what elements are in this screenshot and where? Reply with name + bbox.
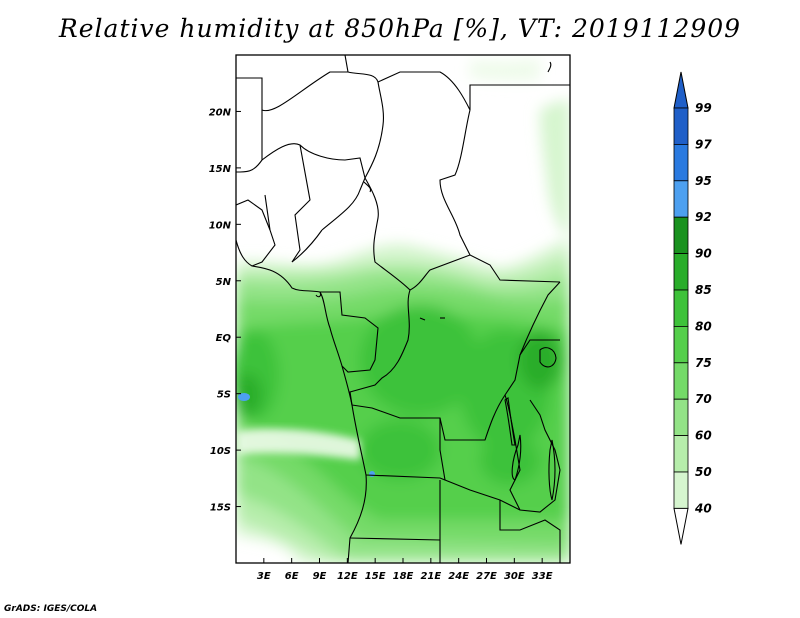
colorbar-label: 99 bbox=[695, 101, 712, 115]
x-tick-label: 21E bbox=[420, 571, 441, 582]
y-tick-label: 5S bbox=[217, 390, 231, 401]
colorbar-label: 50 bbox=[695, 465, 712, 479]
y-tick-label: 15S bbox=[210, 503, 231, 514]
colorbar-label: 85 bbox=[695, 283, 712, 297]
colorbar-label: 70 bbox=[695, 392, 712, 406]
colorbar: 40 50 60 70 75 80 85 90 92 95 97 99 bbox=[673, 71, 712, 545]
x-tick-label: 18E bbox=[393, 571, 414, 582]
country-borders bbox=[236, 55, 570, 563]
colorbar-top-arrow bbox=[673, 71, 689, 109]
colorbar-swatch bbox=[673, 398, 689, 437]
y-tick-label: 10S bbox=[210, 446, 231, 457]
x-tick-label: 27E bbox=[476, 571, 497, 582]
colorbar-label: 40 bbox=[694, 501, 712, 515]
x-tick-label: 9E bbox=[313, 571, 327, 582]
colorbar-swatch bbox=[673, 289, 689, 327]
colorbar-label: 95 bbox=[695, 174, 712, 188]
x-tick-label: 3E bbox=[257, 571, 271, 582]
colorbar-swatch bbox=[673, 253, 689, 291]
colorbar-swatch bbox=[673, 435, 689, 473]
colorbar-swatch bbox=[673, 362, 689, 400]
y-tick-label: 15N bbox=[209, 164, 232, 175]
colorbar-swatch bbox=[673, 180, 689, 218]
y-tick-label: 5N bbox=[216, 277, 232, 288]
x-tick-label: 24E bbox=[448, 571, 469, 582]
colorbar-label: 80 bbox=[695, 319, 712, 333]
colorbar-swatch bbox=[673, 107, 689, 145]
colorbar-label: 92 bbox=[695, 210, 712, 224]
x-tick-label: 15E bbox=[365, 571, 386, 582]
colorbar-label: 60 bbox=[695, 429, 712, 443]
humidity-field bbox=[236, 55, 570, 563]
colorbar-swatch bbox=[673, 471, 689, 509]
colorbar-bottom-arrow bbox=[673, 507, 689, 545]
colorbar-swatch bbox=[673, 325, 689, 364]
x-tick-label: 6E bbox=[285, 571, 299, 582]
colorbar-label: 75 bbox=[695, 356, 712, 370]
colorbar-label: 97 bbox=[695, 137, 712, 151]
colorbar-swatch bbox=[673, 216, 689, 254]
credit-label: GrADS: IGES/COLA bbox=[4, 604, 98, 614]
x-tick-label: 33E bbox=[532, 571, 553, 582]
y-axis: 20N 15N 10N 5N EQ 5S 10S 15S bbox=[209, 107, 241, 514]
map-title: Relative humidity at 850hPa [%], VT: 201… bbox=[58, 14, 742, 43]
colorbar-label: 90 bbox=[695, 247, 712, 261]
y-tick-label: 20N bbox=[209, 107, 232, 118]
colorbar-swatch bbox=[673, 143, 689, 182]
x-tick-label: 30E bbox=[504, 571, 525, 582]
x-axis: 3E 6E 9E 12E 15E 18E 21E 24E 27E 30E 33E bbox=[257, 558, 553, 582]
y-tick-label: 10N bbox=[209, 220, 232, 231]
y-tick-label: EQ bbox=[216, 333, 232, 344]
x-tick-label: 12E bbox=[337, 571, 358, 582]
